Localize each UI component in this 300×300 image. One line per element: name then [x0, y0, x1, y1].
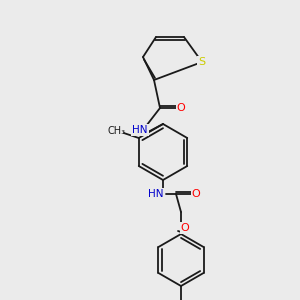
Text: HN: HN — [148, 189, 164, 199]
Text: CH₃: CH₃ — [108, 126, 126, 136]
Text: O: O — [192, 189, 200, 199]
Text: S: S — [198, 57, 206, 67]
Text: O: O — [181, 223, 189, 233]
Text: HN: HN — [132, 125, 148, 135]
Text: O: O — [177, 103, 185, 113]
